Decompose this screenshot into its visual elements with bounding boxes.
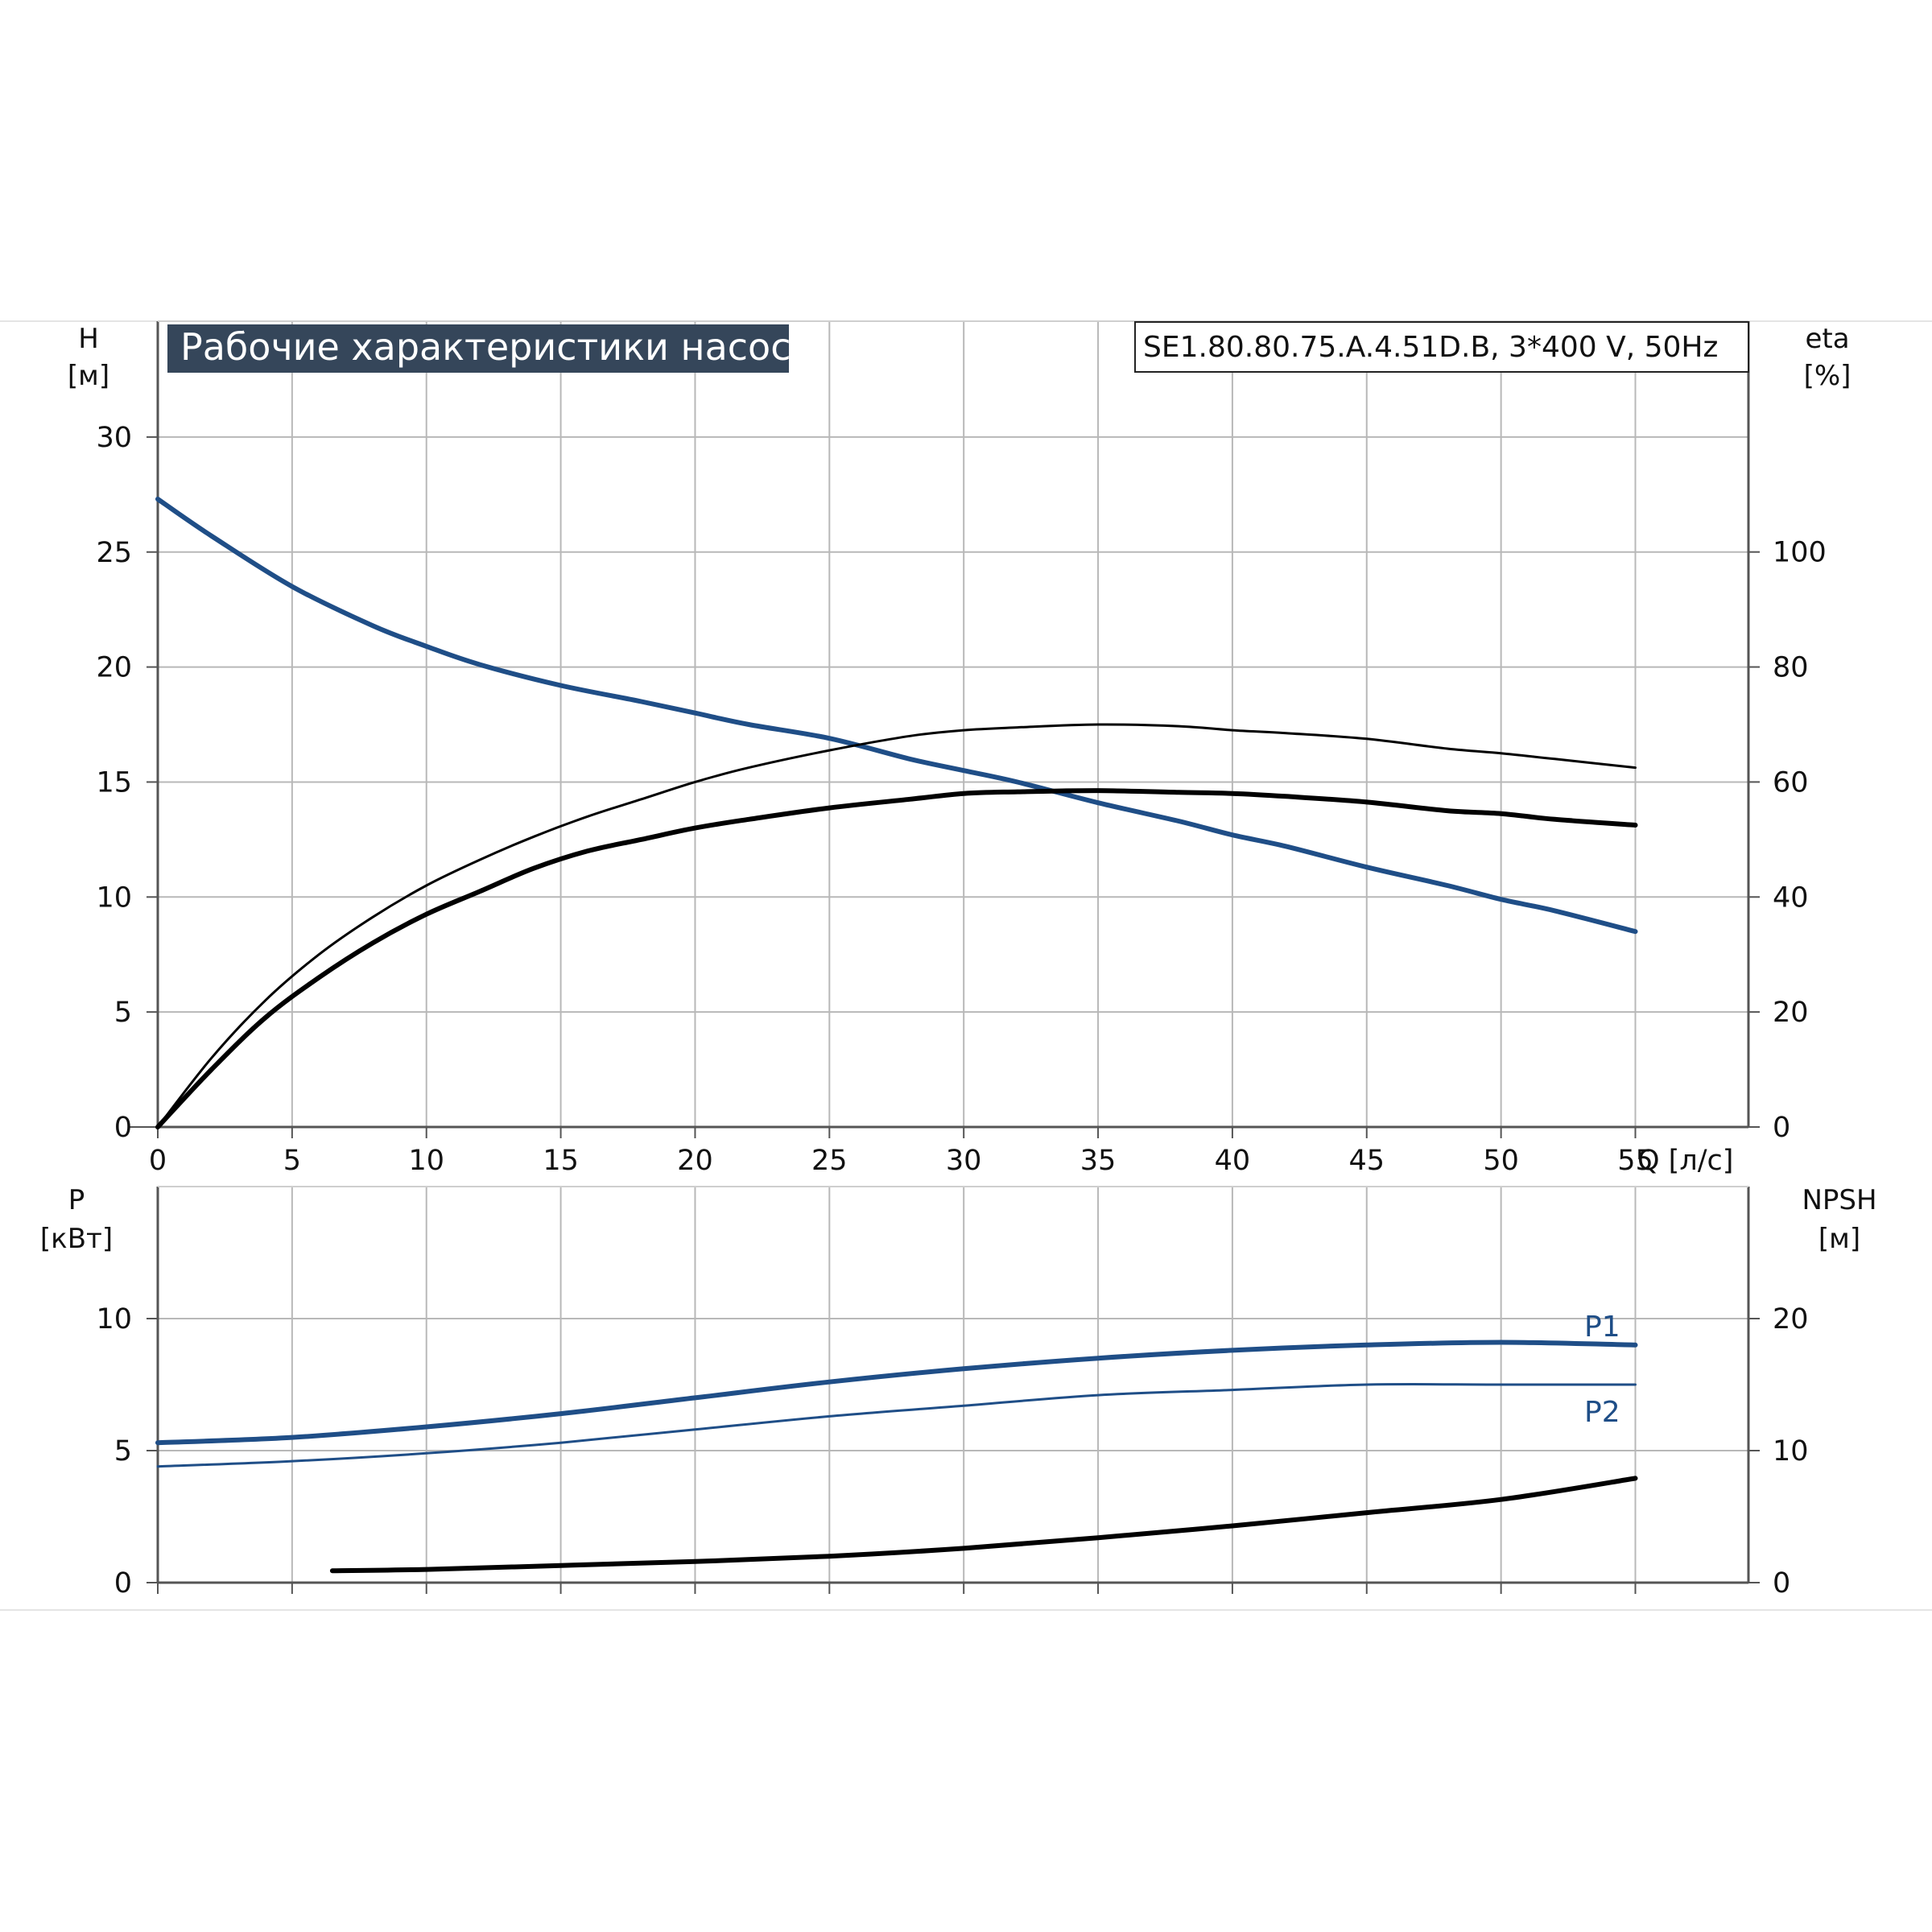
y-left-tick-label: 20 bbox=[96, 652, 132, 684]
x-tick-label: 20 bbox=[677, 1145, 713, 1177]
y-left-tick-label: 15 bbox=[96, 766, 132, 799]
y-left-tick-label: 10 bbox=[96, 1303, 132, 1335]
y-left-title-line2: [м] bbox=[68, 360, 109, 392]
x-tick-label: 55 bbox=[1617, 1145, 1653, 1177]
x-tick-label: 50 bbox=[1483, 1145, 1519, 1177]
series-line-1-2 bbox=[329, 1476, 1638, 1574]
series-line-0-1 bbox=[155, 788, 1638, 1129]
x-tick-label: 45 bbox=[1348, 1145, 1385, 1177]
top-curves bbox=[155, 497, 1638, 1129]
y-right-tick-label: 20 bbox=[1773, 997, 1809, 1029]
y-right-tick-label: 100 bbox=[1773, 537, 1827, 569]
y-right-tick-label: 0 bbox=[1773, 1567, 1790, 1600]
y-left-tick-label: 0 bbox=[114, 1112, 132, 1144]
p-axis-title-line2: [кВт] bbox=[40, 1223, 113, 1255]
bottom-grid bbox=[158, 1187, 1748, 1583]
x-tick-label: 15 bbox=[543, 1145, 579, 1177]
y-left-tick-label: 30 bbox=[96, 422, 132, 454]
p-axis-title-line1: P bbox=[68, 1184, 85, 1216]
model-label: SE1.80.80.75.A.4.51D.B, 3*400 V, 50Hz bbox=[1143, 331, 1718, 364]
top-grid bbox=[158, 321, 1748, 1127]
series-line-1-0 bbox=[155, 1340, 1638, 1446]
series-label-p1: P1 bbox=[1584, 1311, 1620, 1344]
y-left-tick-label: 5 bbox=[114, 1435, 132, 1468]
x-tick-label: 40 bbox=[1215, 1145, 1251, 1177]
x-tick-label: 25 bbox=[811, 1145, 848, 1177]
bottom-curves bbox=[155, 1340, 1638, 1574]
npsh-axis-title-line1: NPSH bbox=[1802, 1184, 1876, 1216]
y-left-tick-label: 25 bbox=[96, 537, 132, 569]
y-right-tick-label: 0 bbox=[1773, 1112, 1790, 1144]
chart-title: Рабочие характеристики насоса bbox=[180, 325, 814, 369]
bottom-frame bbox=[156, 1186, 1750, 1584]
x-tick-label: 5 bbox=[283, 1145, 301, 1177]
y-right-tick-label: 60 bbox=[1773, 766, 1809, 799]
bottom-tick-labels: 0 5 10 0 10 20 bbox=[96, 1303, 1808, 1600]
top-frame bbox=[129, 320, 1750, 1129]
x-axis-title: Q [л/с] bbox=[1637, 1145, 1733, 1177]
y-left-tick-label: 0 bbox=[114, 1567, 132, 1600]
y-right-tick-label: 20 bbox=[1773, 1303, 1809, 1335]
y-right-title-line1: eta bbox=[1805, 323, 1849, 355]
y-left-tick-label: 10 bbox=[96, 881, 132, 914]
top-tick-labels: 0 5 10 15 20 25 30 0 20 40 60 80 100 0 5 10 15 20 25 30 35 40… bbox=[96, 422, 1826, 1177]
series-line-0-0 bbox=[155, 497, 1638, 935]
series-line-1-1 bbox=[156, 1383, 1637, 1468]
y-left-tick-label: 5 bbox=[114, 997, 132, 1029]
y-right-tick-label: 10 bbox=[1773, 1435, 1809, 1468]
x-tick-label: 0 bbox=[149, 1145, 167, 1177]
y-left-title-line1: H bbox=[78, 323, 99, 355]
series-label-p2: P2 bbox=[1584, 1396, 1620, 1429]
x-tick-label: 30 bbox=[946, 1145, 982, 1177]
x-tick-label: 35 bbox=[1080, 1145, 1117, 1177]
power-npsh-panel: 0 5 10 0 10 20 P [кВт] NPSH [м] P1 P2 bbox=[40, 1184, 1877, 1600]
head-efficiency-panel: 0 5 10 15 20 25 30 0 20 40 60 80 100 0 5 10 15 20 25 30 35 40… bbox=[68, 320, 1852, 1177]
chart-title-box bbox=[167, 324, 789, 373]
series-line-0-2 bbox=[156, 723, 1637, 1129]
model-label-box bbox=[1134, 321, 1749, 373]
x-tick-label: 10 bbox=[408, 1145, 444, 1177]
y-right-tick-label: 40 bbox=[1773, 881, 1809, 914]
y-right-title-line2: [%] bbox=[1804, 360, 1852, 392]
npsh-axis-title-line2: [м] bbox=[1818, 1223, 1860, 1255]
y-right-tick-label: 80 bbox=[1773, 652, 1809, 684]
